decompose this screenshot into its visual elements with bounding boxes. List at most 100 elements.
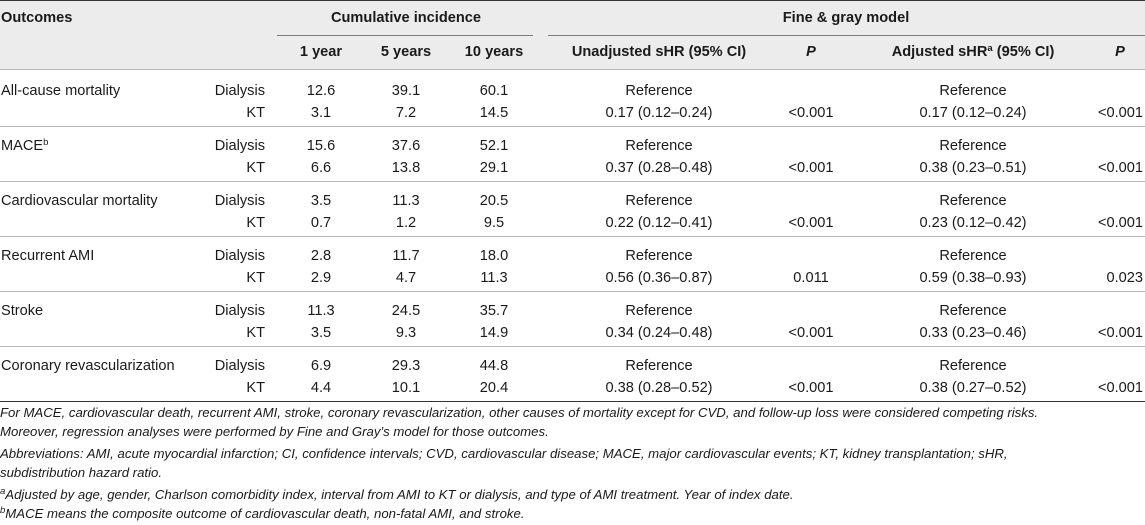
footnote-competing-risks-line-2: Moreover, regression analyses were perfo… xyxy=(0,424,549,439)
header-bottom-rule xyxy=(0,69,1145,70)
cell-unadjusted-shr: 0.22 (0.12–0.41) xyxy=(605,215,713,231)
outcome-label: Stroke xyxy=(1,303,44,319)
cumulative-span-rule xyxy=(277,35,533,36)
footnote-abbreviations-line-2: subdistribution hazard ratio. xyxy=(0,465,163,480)
cell-unadjusted-shr: Reference xyxy=(625,193,693,209)
cell-10-years: 14.9 xyxy=(479,325,509,341)
cell-1-year: 15.6 xyxy=(306,138,336,154)
cell-1-year: 2.8 xyxy=(310,248,332,264)
cell-10-years: 60.1 xyxy=(479,83,509,99)
cell-p-unadjusted: 0.011 xyxy=(793,270,829,286)
cell-p-adjusted: <0.001 xyxy=(1097,325,1143,341)
group-label: KT xyxy=(246,380,265,396)
cell-5-years: 4.7 xyxy=(395,270,417,286)
header-cumulative-incidence: Cumulative incidence xyxy=(330,10,482,26)
cell-10-years: 9.5 xyxy=(483,215,505,231)
footnote-competing-risks-line-1: For MACE, cardiovascular death, recurren… xyxy=(0,405,1039,420)
cell-unadjusted-shr: Reference xyxy=(625,248,693,264)
cell-unadjusted-shr: 0.38 (0.28–0.52) xyxy=(605,380,713,396)
cell-adjusted-shr: Reference xyxy=(939,248,1007,264)
row-divider xyxy=(0,291,1145,292)
cell-adjusted-shr: 0.59 (0.38–0.93) xyxy=(919,270,1027,286)
footnote-abbreviations-line-1: Abbreviations: AMI, acute myocardial inf… xyxy=(0,446,1008,461)
group-label: KT xyxy=(246,270,265,286)
cell-10-years: 20.4 xyxy=(479,380,509,396)
row-divider xyxy=(0,126,1145,127)
cell-adjusted-shr: Reference xyxy=(939,83,1007,99)
header-adjusted-shr: Adjusted sHRa (95% CI) xyxy=(891,43,1055,60)
cell-p-unadjusted: <0.001 xyxy=(788,380,834,396)
outcome-label: MACEb xyxy=(1,137,49,154)
cell-10-years: 52.1 xyxy=(479,138,509,154)
cell-10-years: 35.7 xyxy=(479,303,509,319)
group-label: KT xyxy=(246,325,265,341)
cell-1-year: 6.9 xyxy=(310,358,332,374)
cell-5-years: 10.1 xyxy=(391,380,421,396)
group-label: KT xyxy=(246,160,265,176)
row-divider xyxy=(0,236,1145,237)
cell-unadjusted-shr: Reference xyxy=(625,138,693,154)
outcome-label: Coronary revascularization xyxy=(1,358,175,374)
header-unadjusted-shr: Unadjusted sHR (95% CI) xyxy=(571,44,747,60)
cell-adjusted-shr: 0.23 (0.12–0.42) xyxy=(919,215,1027,231)
cell-10-years: 11.3 xyxy=(480,270,508,286)
header-p-unadjusted: P xyxy=(806,44,816,60)
cell-p-unadjusted: <0.001 xyxy=(788,160,834,176)
header-fine-gray-model: Fine & gray model xyxy=(782,10,910,26)
table-top-rule xyxy=(0,0,1145,1)
cell-unadjusted-shr: 0.56 (0.36–0.87) xyxy=(605,270,713,286)
cell-10-years: 14.5 xyxy=(479,105,509,121)
table-bottom-rule xyxy=(0,401,1145,402)
cell-unadjusted-shr: Reference xyxy=(625,358,693,374)
group-label: Dialysis xyxy=(214,303,265,319)
cell-5-years: 37.6 xyxy=(391,138,421,154)
cell-p-adjusted: <0.001 xyxy=(1097,105,1143,121)
header-p-adjusted: P xyxy=(1115,44,1125,60)
cell-adjusted-shr: Reference xyxy=(939,193,1007,209)
fine-gray-span-rule xyxy=(548,35,1145,36)
outcome-label: Recurrent AMI xyxy=(1,248,95,264)
header-5-years: 5 years xyxy=(380,44,432,60)
cell-1-year: 11.3 xyxy=(307,303,335,319)
cell-1-year: 12.6 xyxy=(306,83,336,99)
cell-adjusted-shr: 0.17 (0.12–0.24) xyxy=(919,105,1027,121)
cell-5-years: 24.5 xyxy=(391,303,421,319)
cell-1-year: 4.4 xyxy=(310,380,332,396)
cell-p-unadjusted: <0.001 xyxy=(788,325,834,341)
cell-adjusted-shr: Reference xyxy=(939,358,1007,374)
cell-5-years: 11.7 xyxy=(392,248,420,264)
group-label: Dialysis xyxy=(214,138,265,154)
group-label: Dialysis xyxy=(214,83,265,99)
cell-adjusted-shr: 0.38 (0.27–0.52) xyxy=(919,380,1027,396)
outcome-label: All-cause mortality xyxy=(1,83,121,99)
table-footnotes: For MACE, cardiovascular death, recurren… xyxy=(0,403,1145,523)
cell-1-year: 6.6 xyxy=(310,160,332,176)
cell-p-adjusted: 0.023 xyxy=(1106,270,1143,286)
group-label: Dialysis xyxy=(214,358,265,374)
cell-5-years: 39.1 xyxy=(391,83,421,99)
cell-1-year: 3.5 xyxy=(310,325,332,341)
cell-p-unadjusted: <0.001 xyxy=(788,105,834,121)
header-10-years: 10 years xyxy=(464,44,524,60)
cell-1-year: 2.9 xyxy=(310,270,332,286)
cell-5-years: 9.3 xyxy=(395,325,417,341)
cell-1-year: 0.7 xyxy=(310,215,332,231)
cell-10-years: 44.8 xyxy=(479,358,509,374)
cell-5-years: 13.8 xyxy=(391,160,421,176)
cell-5-years: 29.3 xyxy=(391,358,421,374)
group-label: KT xyxy=(246,105,265,121)
group-label: KT xyxy=(246,215,265,231)
cell-unadjusted-shr: 0.37 (0.28–0.48) xyxy=(605,160,713,176)
row-divider xyxy=(0,346,1145,347)
cell-5-years: 1.2 xyxy=(395,215,417,231)
cell-1-year: 3.5 xyxy=(310,193,332,209)
outcome-label: Cardiovascular mortality xyxy=(1,193,158,209)
cell-unadjusted-shr: Reference xyxy=(625,303,693,319)
cell-10-years: 29.1 xyxy=(479,160,509,176)
cell-unadjusted-shr: 0.34 (0.24–0.48) xyxy=(605,325,713,341)
cell-adjusted-shr: Reference xyxy=(939,138,1007,154)
footnote-b: bMACE means the composite outcome of car… xyxy=(0,505,525,521)
header-1-year: 1 year xyxy=(299,44,343,60)
group-label: Dialysis xyxy=(214,193,265,209)
cell-1-year: 3.1 xyxy=(310,105,332,121)
